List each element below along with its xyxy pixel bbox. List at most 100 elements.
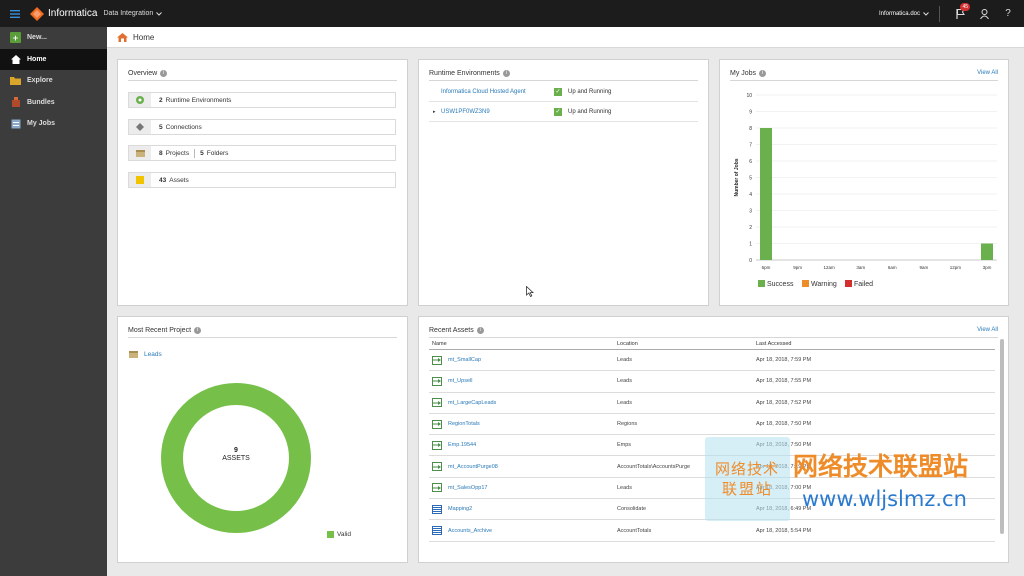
project-icon xyxy=(129,351,138,358)
user-icon xyxy=(979,8,989,19)
info-icon[interactable]: i xyxy=(502,69,510,77)
table-row[interactable]: mt_Upsell Leads Apr 18, 2018, 7:55 PM xyxy=(429,371,995,393)
x-tick-label: 6am xyxy=(888,265,897,270)
bundle-icon xyxy=(10,97,21,108)
runtime-name-link[interactable]: Informatica Cloud Hosted Agent xyxy=(441,88,526,95)
asset-name-cell: mt_Upsell xyxy=(429,376,617,386)
home-icon[interactable] xyxy=(117,32,128,42)
asset-location: Emps xyxy=(617,442,632,449)
overview-assets-row[interactable]: 43 Assets xyxy=(128,172,396,188)
x-tick-label: 12pm xyxy=(950,265,962,270)
y-tick-label: 0 xyxy=(749,258,752,264)
notification-badge: 45 xyxy=(960,3,970,11)
info-icon[interactable]: i xyxy=(476,326,484,334)
mapping-task-icon xyxy=(432,419,442,429)
donut-count-label: ASSETS xyxy=(222,455,250,462)
asset-location: AccountTotals xyxy=(617,527,652,534)
most-recent-project-panel: Most Recent Project i Leads 9 ASSETS Val… xyxy=(117,316,408,563)
info-icon[interactable]: i xyxy=(759,69,767,77)
menu-icon[interactable] xyxy=(0,0,30,27)
overview-projects-row[interactable]: 8 Projects 5 Folders xyxy=(128,145,396,161)
asset-name-link[interactable]: mt_SmallCap xyxy=(448,357,482,364)
runtime-name-link[interactable]: USW1PF0WZ3N9 xyxy=(441,108,490,115)
table-row[interactable]: mt_SmallCap Leads Apr 18, 2018, 7:59 PM xyxy=(429,350,995,372)
jobs-icon xyxy=(10,118,21,129)
y-tick-label: 6 xyxy=(749,159,752,165)
mouse-cursor-icon xyxy=(526,286,534,297)
assets-label: Assets xyxy=(169,176,189,184)
y-tick-label: 3 xyxy=(749,209,752,215)
y-tick-label: 1 xyxy=(749,242,752,248)
sidebar-item-bundles[interactable]: Bundles xyxy=(0,92,107,114)
help-button[interactable]: ? xyxy=(996,0,1020,27)
panel-title: Most Recent Project xyxy=(128,326,192,334)
sidebar-item-label: Bundles xyxy=(27,98,55,106)
table-row[interactable]: RegionTotals Regions Apr 18, 2018, 7:50 PM xyxy=(429,414,995,436)
column-header-last-accessed[interactable]: Last Accessed xyxy=(756,341,792,347)
projects-count: 8 xyxy=(159,149,163,157)
view-all-link[interactable]: View All xyxy=(977,70,998,76)
asset-name-cell: Emp.19544 xyxy=(429,440,617,450)
mapping-icon xyxy=(432,504,442,514)
legend-label: Valid xyxy=(337,531,351,538)
sidebar-item-home[interactable]: Home xyxy=(0,48,107,70)
legend-label: Failed xyxy=(854,281,873,288)
check-icon: ✓ xyxy=(554,107,562,116)
asset-last-accessed: Apr 18, 2018, 5:54 PM xyxy=(756,527,812,534)
column-header-name[interactable]: Name xyxy=(432,341,447,347)
asset-name-link[interactable]: mt_Upsell xyxy=(448,378,473,385)
y-tick-label: 8 xyxy=(749,126,752,132)
column-header-location[interactable]: Location xyxy=(617,341,638,347)
sidebar-item-new[interactable]: + New... xyxy=(0,27,107,49)
scrollbar[interactable] xyxy=(1000,339,1004,534)
overview-runtime-row[interactable]: 2 Runtime Environments xyxy=(128,92,396,108)
expand-arrow-icon[interactable]: ▸ xyxy=(433,108,436,115)
asset-name-link[interactable]: RegionTotals xyxy=(448,421,480,428)
y-tick-label: 7 xyxy=(749,143,752,149)
sidebar-item-label: Explore xyxy=(27,77,53,85)
watermark-url: www.wljslmz.cn xyxy=(802,487,967,511)
table-row[interactable]: Accounts_Archive AccountTotals Apr 18, 201… xyxy=(429,520,995,542)
connections-count: 5 xyxy=(159,123,163,131)
sidebar-item-explore[interactable]: Explore xyxy=(0,70,107,92)
asset-name-link[interactable]: Accounts_Archive xyxy=(448,527,493,534)
project-link[interactable]: Leads xyxy=(128,349,162,359)
sidebar-item-my-jobs[interactable]: My Jobs xyxy=(0,113,107,135)
y-tick-label: 2 xyxy=(749,225,752,231)
sidebar-item-label: My Jobs xyxy=(27,120,56,128)
legend-swatch xyxy=(802,280,809,287)
folders-label: Folders xyxy=(206,149,229,157)
project-assets-donut xyxy=(161,383,311,533)
asset-name-cell: mt_SmallCap xyxy=(429,355,617,365)
asset-name-link[interactable]: mt_AccountPurge08 xyxy=(448,463,498,470)
user-menu[interactable]: Informatica.doc xyxy=(879,11,929,17)
breadcrumb-home[interactable]: Home xyxy=(133,32,155,42)
product-switcher[interactable]: Data Integration xyxy=(103,10,163,17)
legend-swatch xyxy=(758,280,765,287)
notifications-button[interactable]: 45 xyxy=(948,0,972,27)
overview-connections-row[interactable]: 5 Connections xyxy=(128,119,396,135)
folder-icon xyxy=(10,75,21,86)
assets-count: 43 xyxy=(159,176,167,184)
info-icon[interactable]: i xyxy=(160,69,168,77)
mapping-task-icon xyxy=(432,355,442,365)
mapping-task-icon xyxy=(432,440,442,450)
asset-name-link[interactable]: mt_SalesOpp17 xyxy=(448,484,488,491)
x-tick-label: 3am xyxy=(856,265,865,270)
mapping-task-icon xyxy=(432,483,442,493)
y-tick-label: 4 xyxy=(749,192,752,198)
asset-name-link[interactable]: mt_LargeCapLeads xyxy=(448,399,497,406)
overview-panel: Overview i 2 Runtime Environments 5 Conn… xyxy=(117,59,408,306)
table-row[interactable]: mt_LargeCapLeads Leads Apr 18, 2018, 7:52 … xyxy=(429,393,995,414)
watermark-box xyxy=(705,437,790,521)
asset-name-cell: Mapping2 xyxy=(429,504,617,514)
asset-name-link[interactable]: Emp.19544 xyxy=(448,442,477,449)
asset-last-accessed: Apr 18, 2018, 7:59 PM xyxy=(756,357,812,364)
info-icon[interactable]: i xyxy=(194,326,202,334)
y-tick-label: 9 xyxy=(749,110,752,116)
asset-name-link[interactable]: Mapping2 xyxy=(448,506,473,513)
view-all-link[interactable]: View All xyxy=(977,327,998,333)
donut-valid-segment xyxy=(161,383,311,533)
user-profile-button[interactable] xyxy=(972,0,996,27)
asset-location: AccountTotals\AccountsPurge xyxy=(617,463,691,470)
